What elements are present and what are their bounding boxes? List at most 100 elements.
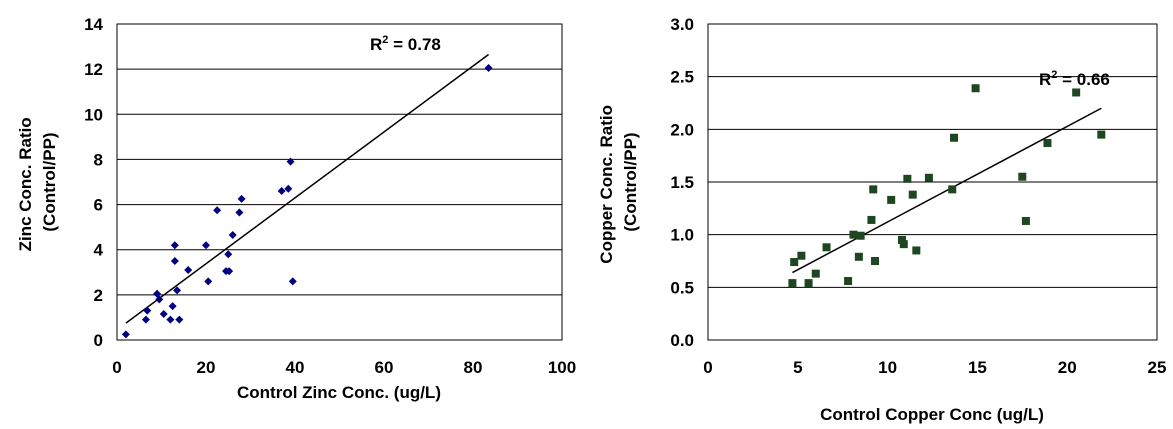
copper-r2-annotation: R2 = 0.66 — [1039, 69, 1110, 89]
copper-x-axis-title: Control Copper Conc (ug/L) — [820, 405, 1044, 424]
copper-tick-labels: 0.0 0.5 1.0 1.5 2.0 2.5 3.0 0 5 10 15 20 25 — [670, 15, 1166, 377]
x-tick-label: 25 — [1148, 358, 1167, 377]
x-tick-label: 80 — [464, 358, 483, 377]
data-point — [141, 315, 150, 324]
y-tick-label: 12 — [84, 60, 103, 79]
y-tick-label: 8 — [94, 150, 103, 169]
data-point — [155, 295, 164, 304]
data-point — [224, 250, 233, 259]
data-point — [912, 246, 921, 255]
x-tick-label: 10 — [878, 358, 897, 377]
x-tick-label: 0 — [112, 358, 121, 377]
y-tick-label: 6 — [94, 196, 103, 215]
data-point — [804, 279, 813, 288]
y-tick-label: 2.5 — [670, 68, 694, 87]
data-point — [869, 185, 878, 194]
data-point — [168, 302, 177, 311]
data-point — [173, 286, 182, 295]
x-tick-label: 20 — [1058, 358, 1077, 377]
y-tick-label: 1.5 — [670, 173, 694, 192]
data-point — [950, 133, 959, 142]
data-point — [166, 315, 175, 324]
y-tick-label: 2 — [94, 286, 103, 305]
data-point — [844, 277, 853, 286]
zinc-plot-area — [116, 23, 563, 341]
data-point — [856, 231, 865, 240]
trendline — [792, 107, 1102, 274]
data-point — [948, 185, 957, 194]
data-point — [184, 266, 193, 275]
data-point — [228, 231, 237, 240]
data-point — [908, 190, 917, 199]
data-point — [854, 252, 863, 261]
copper-trendline — [792, 107, 1102, 274]
x-tick-label: 5 — [793, 358, 802, 377]
data-point — [121, 330, 130, 339]
zinc-tick-labels: 0 2 4 6 8 10 12 14 0 20 40 60 80 100 — [84, 15, 576, 377]
data-point — [284, 184, 293, 193]
y-tick-label: 2.0 — [670, 120, 694, 139]
x-tick-label: 15 — [968, 358, 987, 377]
data-point — [897, 235, 906, 244]
y-tick-label: 0.5 — [670, 278, 694, 297]
y-tick-label: 0.0 — [670, 331, 694, 350]
data-point — [1018, 172, 1027, 181]
x-tick-label: 0 — [703, 358, 712, 377]
y-tick-label: 3.0 — [670, 15, 694, 34]
x-tick-label: 100 — [548, 358, 576, 377]
data-point — [899, 240, 908, 249]
y-tick-label: 14 — [84, 15, 103, 34]
zinc-data-points — [121, 64, 493, 339]
data-point — [286, 157, 295, 166]
copper-chart: 0.0 0.5 1.0 1.5 2.0 2.5 3.0 0 5 10 15 20 25 R2 = 0.6… — [597, 15, 1166, 424]
data-point — [797, 251, 806, 260]
copper-gridlines — [708, 76, 1157, 288]
data-point — [822, 243, 831, 252]
data-point — [867, 215, 876, 224]
data-point — [175, 315, 184, 324]
y-tick-label: 10 — [84, 105, 103, 124]
data-point — [790, 258, 799, 267]
data-point — [1043, 139, 1052, 148]
x-tick-label: 60 — [375, 358, 394, 377]
zinc-r2-annotation: R2 = 0.78 — [370, 34, 441, 54]
data-point — [1072, 88, 1081, 97]
zinc-x-axis-title: Control Zinc Conc. (ug/L) — [237, 383, 441, 402]
zinc-trendline — [125, 53, 490, 324]
data-point — [170, 257, 179, 265]
data-point — [903, 174, 912, 183]
data-point — [1021, 216, 1030, 225]
zinc-gridlines — [117, 68, 562, 296]
data-point — [924, 173, 933, 182]
data-point — [887, 195, 896, 204]
trendline — [125, 53, 490, 324]
data-point — [1097, 130, 1106, 139]
data-point — [159, 310, 168, 319]
data-point — [237, 194, 246, 203]
data-point — [871, 257, 880, 265]
data-point — [213, 206, 222, 215]
zinc-chart: 0 2 4 6 8 10 12 14 0 20 40 60 80 100 R2 = 0.78 Contro… — [16, 15, 576, 402]
data-point — [143, 306, 152, 315]
copper-data-points — [788, 84, 1106, 288]
data-point — [811, 269, 820, 278]
data-point — [202, 241, 210, 250]
y-tick-label: 0 — [94, 331, 103, 350]
y-tick-label: 4 — [94, 241, 104, 260]
copper-y-axis-title: Copper Conc. Ratio (Control/PP) — [597, 100, 640, 263]
x-tick-label: 20 — [197, 358, 216, 377]
data-point — [484, 64, 493, 73]
data-point — [288, 277, 297, 286]
data-point — [849, 230, 858, 239]
data-point — [170, 241, 179, 250]
data-point — [788, 279, 797, 288]
data-point — [225, 267, 234, 276]
x-tick-label: 40 — [286, 358, 305, 377]
zinc-y-axis-title: Zinc Conc. Ratio (Control/PP) — [16, 113, 59, 252]
data-point — [235, 208, 244, 217]
data-point — [204, 277, 213, 286]
data-point — [971, 84, 980, 93]
y-tick-label: 1.0 — [670, 226, 694, 245]
data-point — [277, 187, 286, 196]
